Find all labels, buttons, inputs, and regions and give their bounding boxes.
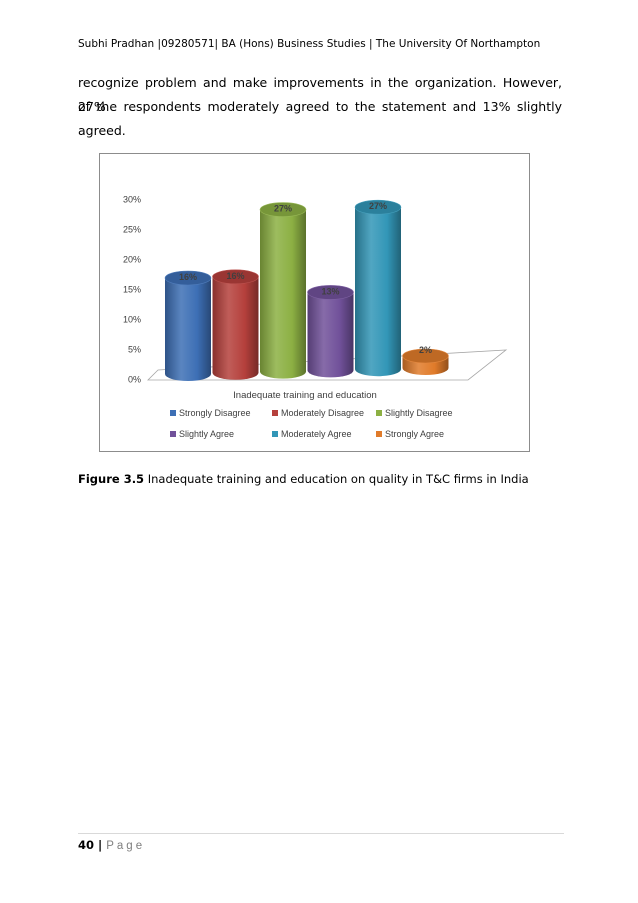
legend-item: Strongly Disagree xyxy=(170,408,251,418)
bar-strongly-disagree xyxy=(164,270,212,381)
footer-divider xyxy=(78,833,564,834)
body-paragraph: recognize problem and make improvements … xyxy=(78,71,562,143)
legend-item: Moderately Agree xyxy=(272,429,352,439)
data-labels: 16% 16% 27% 13% 27% 2% xyxy=(179,201,432,355)
bar-slightly-agree xyxy=(307,285,354,378)
legend-item: Slightly Disagree xyxy=(376,408,453,418)
bar-chart-frame: 0% 5% 10% 15% 20% 25% 30% 16% 16% 27% 13% 27% 2% In… xyxy=(99,153,530,452)
legend-item: Strongly Agree xyxy=(376,429,444,439)
bar-top xyxy=(354,199,402,215)
running-header: Subhi Pradhan |09280571| BA (Hons) Busin… xyxy=(78,38,541,50)
data-label: 13% xyxy=(321,286,339,296)
bar-top xyxy=(402,348,449,364)
data-label: 16% xyxy=(226,271,244,281)
figure-caption-text: Inadequate training and education on qua… xyxy=(144,472,529,486)
paragraph-line-1: recognize problem and make improvements … xyxy=(78,75,562,114)
bar-body xyxy=(307,292,354,378)
bar-moderately-agree xyxy=(354,199,402,377)
bar-top xyxy=(307,285,354,300)
legend: Strongly Disagree Moderately Disagree Slig… xyxy=(170,408,453,439)
bar-top xyxy=(259,202,307,217)
page-word: Page xyxy=(106,840,146,852)
bar-strongly-agree xyxy=(402,348,449,375)
legend-swatch xyxy=(272,431,278,437)
legend-label: Slightly Agree xyxy=(179,429,234,439)
bar-chart: 0% 5% 10% 15% 20% 25% 30% 16% 16% 27% 13% 27% 2% In… xyxy=(123,195,508,439)
legend-label: Slightly Disagree xyxy=(385,408,453,418)
bar-body xyxy=(165,278,211,381)
figure-label: Figure 3.5 xyxy=(78,472,145,486)
bar-body xyxy=(355,207,401,377)
page-footer: 40 | Page xyxy=(78,838,145,852)
y-tick-label: 15% xyxy=(123,285,141,295)
bar-moderately-disagree xyxy=(212,269,259,380)
legend-swatch xyxy=(376,410,382,416)
x-axis-title: Inadequate training and education xyxy=(233,390,377,401)
bar-top xyxy=(164,270,212,286)
y-axis: 0% 5% 10% 15% 20% 25% 30% xyxy=(123,195,141,385)
legend-swatch xyxy=(272,410,278,416)
legend-swatch xyxy=(376,431,382,437)
y-tick-label: 30% xyxy=(123,195,141,205)
bar-top xyxy=(212,269,259,285)
paragraph-line-2: of the respondents moderately agreed to … xyxy=(78,99,562,114)
bar-body xyxy=(212,276,259,380)
y-tick-label: 5% xyxy=(128,345,141,355)
data-label: 16% xyxy=(179,272,197,282)
legend-swatch xyxy=(170,410,176,416)
bar-slightly-disagree xyxy=(259,202,307,379)
legend-label: Strongly Disagree xyxy=(179,408,251,418)
data-label: 2% xyxy=(419,345,432,355)
y-tick-label: 25% xyxy=(123,225,141,235)
bar-body xyxy=(260,209,306,379)
legend-label: Moderately Disagree xyxy=(281,408,364,418)
figure-caption: Figure 3.5 Inadequate training and educa… xyxy=(78,472,568,486)
y-tick-label: 0% xyxy=(128,375,141,385)
legend-item: Slightly Agree xyxy=(170,429,234,439)
legend-swatch xyxy=(170,431,176,437)
y-tick-label: 20% xyxy=(123,255,141,265)
data-label: 27% xyxy=(274,204,292,214)
data-label: 27% xyxy=(369,201,387,211)
legend-label: Strongly Agree xyxy=(385,429,444,439)
page-number: 40 xyxy=(78,838,95,852)
bars xyxy=(164,199,449,381)
legend-label: Moderately Agree xyxy=(281,429,352,439)
legend-item: Moderately Disagree xyxy=(272,408,364,418)
footer-separator: | xyxy=(94,838,107,852)
paragraph-line-3: agreed. xyxy=(78,123,126,138)
y-tick-label: 10% xyxy=(123,315,141,325)
